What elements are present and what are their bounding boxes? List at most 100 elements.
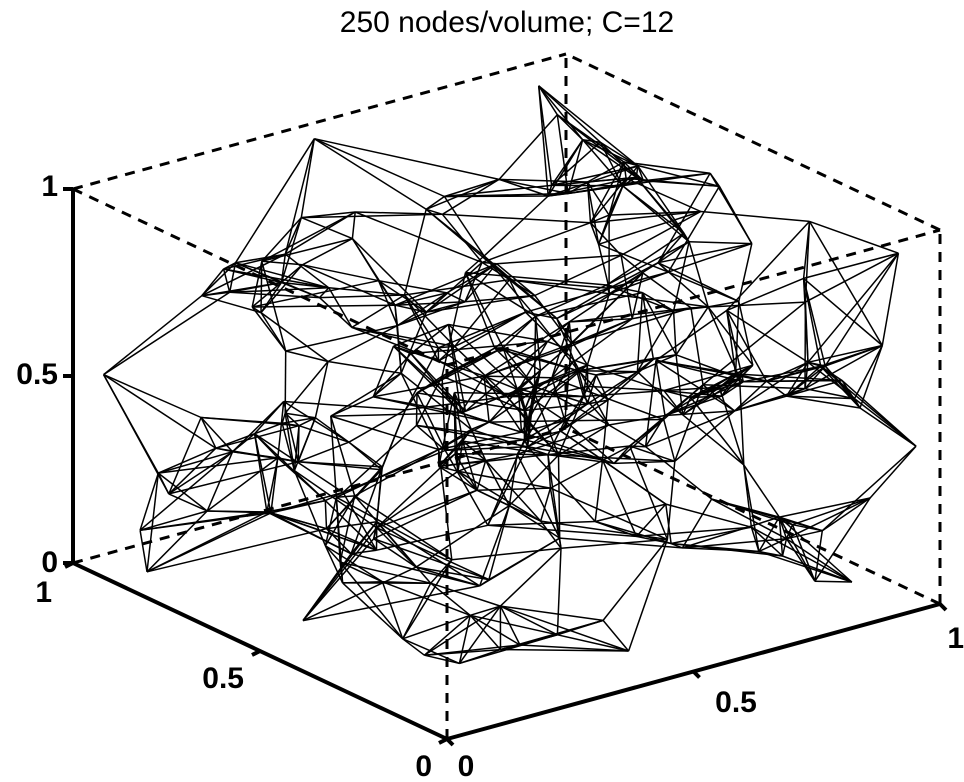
network-edge: [653, 354, 677, 361]
network-edge: [103, 373, 202, 419]
network-edge: [444, 192, 569, 198]
network-edge: [168, 451, 234, 495]
network-edge: [454, 345, 508, 398]
network-edge: [663, 364, 754, 392]
network-edge: [613, 445, 631, 464]
network-edge: [682, 397, 692, 416]
network-edge: [662, 419, 676, 462]
network-edge: [158, 447, 217, 474]
network-edge: [627, 539, 669, 652]
network-edge: [302, 585, 480, 622]
network-edge: [102, 374, 170, 495]
network-edge: [336, 496, 453, 561]
network-edge: [594, 520, 637, 538]
network-edge: [608, 161, 625, 216]
network-edge: [476, 489, 510, 507]
network-edge: [462, 428, 472, 442]
network-edge: [206, 457, 279, 512]
network-edge: [657, 242, 752, 264]
network-edge: [425, 208, 510, 281]
network-edge: [809, 220, 899, 254]
network-edge: [223, 268, 329, 289]
network-edge: [168, 447, 217, 495]
network-edge: [786, 529, 823, 540]
network-edge: [597, 244, 610, 289]
network-edge: [146, 473, 160, 572]
network-edge: [400, 372, 440, 450]
network-edge: [609, 210, 701, 216]
network-edge: [587, 399, 609, 405]
network-edge: [447, 323, 519, 391]
network-edge: [533, 370, 542, 394]
network-edge: [376, 469, 383, 522]
network-edge: [538, 85, 639, 167]
network-edge: [629, 445, 646, 448]
network-edge: [567, 181, 588, 195]
network-edge: [302, 566, 417, 622]
network-edge: [538, 85, 584, 141]
network-edge: [283, 400, 350, 443]
network-edge: [297, 417, 317, 463]
network-edge: [539, 487, 552, 522]
network-edge: [621, 165, 639, 187]
network-edge: [300, 138, 316, 218]
network-edge: [301, 211, 356, 219]
network-edge: [517, 341, 549, 391]
y-tick-label-0.5: 0.5: [202, 662, 244, 695]
network-edge: [635, 503, 667, 537]
network-edge: [330, 415, 439, 451]
network-edge: [785, 524, 794, 539]
network-edge: [803, 252, 899, 280]
box-edge: [72, 52, 567, 191]
network-edge: [437, 347, 508, 398]
box-edge: [446, 228, 941, 367]
network-edge: [444, 178, 500, 198]
network-edge: [758, 516, 780, 552]
network-edge: [402, 582, 432, 640]
network-edge: [376, 527, 490, 581]
network-edge: [657, 232, 685, 264]
network-edge: [393, 323, 449, 347]
network-edge: [523, 370, 542, 411]
network-edge: [260, 311, 329, 363]
network-edge: [336, 448, 440, 498]
network-edge: [743, 464, 780, 518]
network-edge: [483, 195, 549, 257]
network-edge: [820, 344, 883, 367]
network-edge: [324, 497, 338, 546]
network-edge: [481, 221, 591, 264]
network-edge: [301, 216, 353, 240]
network-edge: [499, 178, 588, 183]
network-edge: [437, 392, 456, 467]
network-edges: [102, 85, 917, 665]
network-edge: [657, 262, 709, 308]
network-edge: [455, 453, 486, 462]
network-edge: [766, 361, 809, 382]
network-edge: [655, 360, 666, 416]
network-edge: [438, 465, 478, 491]
network-edge: [859, 345, 884, 409]
network-edge: [594, 520, 672, 545]
network-edge: [313, 138, 445, 198]
network-edge: [298, 424, 350, 443]
network-edge: [629, 445, 669, 540]
network-edge: [675, 354, 684, 415]
network-edge: [261, 237, 353, 263]
network-edge: [778, 516, 816, 582]
network-edge: [423, 605, 501, 656]
network-edge: [550, 139, 584, 186]
chart-title: 250 nodes/volume; C=12: [340, 6, 674, 39]
network-edge: [802, 278, 809, 363]
network-edge: [284, 138, 316, 255]
network-edge: [557, 455, 561, 539]
network-edge: [377, 280, 399, 326]
network-edge: [402, 559, 453, 640]
network-edge: [354, 495, 453, 561]
network-edge: [146, 527, 327, 573]
network-edge: [524, 403, 588, 441]
network-edge: [430, 559, 453, 584]
network-edge: [734, 361, 809, 412]
network-edge: [631, 272, 644, 319]
network-edge: [488, 505, 511, 580]
network-edge: [573, 359, 588, 366]
